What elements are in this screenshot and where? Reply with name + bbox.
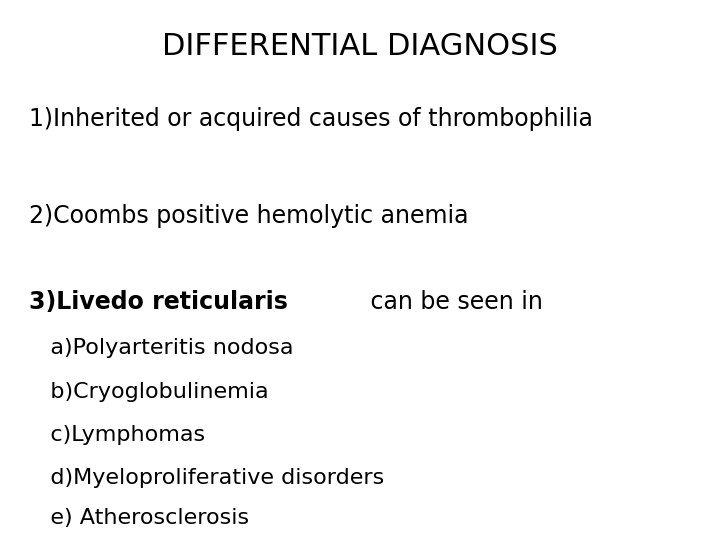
Text: can be seen in: can be seen in — [363, 291, 543, 314]
Text: 1)Inherited or acquired causes of thrombophilia: 1)Inherited or acquired causes of thromb… — [29, 107, 593, 131]
Text: b)Cryoglobulinemia: b)Cryoglobulinemia — [29, 381, 269, 402]
Text: c)Lymphomas: c)Lymphomas — [29, 424, 205, 445]
Text: DIFFERENTIAL DIAGNOSIS: DIFFERENTIAL DIAGNOSIS — [162, 32, 558, 62]
Text: e) Atherosclerosis: e) Atherosclerosis — [29, 508, 249, 529]
Text: a)Polyarteritis nodosa: a)Polyarteritis nodosa — [29, 338, 293, 359]
Text: 3)Livedo reticularis: 3)Livedo reticularis — [29, 291, 288, 314]
Text: d)Myeloproliferative disorders: d)Myeloproliferative disorders — [29, 468, 384, 488]
Text: 2)Coombs positive hemolytic anemia: 2)Coombs positive hemolytic anemia — [29, 204, 468, 228]
